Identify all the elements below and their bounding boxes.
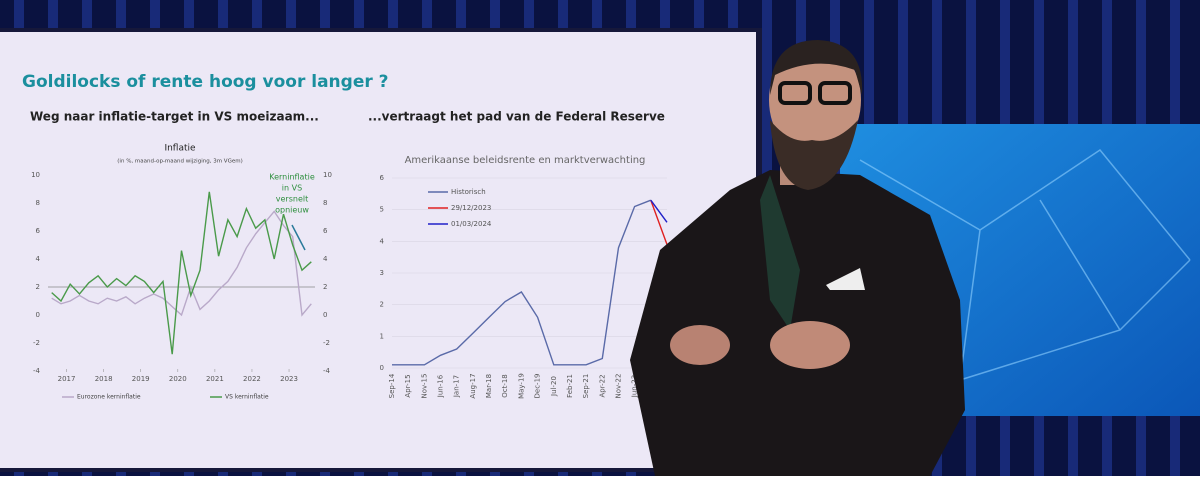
left-heading: Weg naar inflatie-target in VS moeizaam.… bbox=[30, 110, 319, 124]
y-tick-label: 2 bbox=[380, 301, 384, 309]
y-tick-label: 0 bbox=[36, 311, 40, 319]
legend-label: VS kerninflatie bbox=[225, 394, 269, 401]
presenter bbox=[630, 40, 965, 476]
x-tick-label: Sep-21 bbox=[582, 374, 590, 399]
x-tick-label: 2021 bbox=[206, 375, 224, 383]
x-tick-label: Jul-20 bbox=[550, 376, 558, 397]
y-tick-label: -2 bbox=[33, 339, 40, 347]
y2-tick-label: 6 bbox=[323, 227, 328, 235]
y2-tick-label: 0 bbox=[323, 311, 327, 319]
x-tick-label: Apr-15 bbox=[404, 374, 412, 397]
legend-label: Historisch bbox=[451, 188, 486, 196]
x-tick-label: May-19 bbox=[517, 373, 525, 399]
series-line bbox=[650, 199, 668, 223]
annotation-arrow bbox=[291, 224, 306, 251]
slide-title: Goldilocks of rente hoog voor langer ? bbox=[22, 72, 389, 92]
y2-tick-label: 4 bbox=[323, 255, 328, 263]
x-tick-label: Feb-21 bbox=[566, 374, 574, 398]
x-tick-label: Sep-14 bbox=[388, 373, 396, 398]
x-tick-label: 2019 bbox=[132, 375, 150, 383]
chart-title: Amerikaanse beleidsrente en marktverwach… bbox=[405, 155, 646, 166]
x-tick-label: 2017 bbox=[58, 375, 76, 383]
right-heading: ...vertraagt het pad van de Federal Rese… bbox=[368, 110, 665, 124]
y2-tick-label: 8 bbox=[323, 199, 327, 207]
legend-label: 29/12/2023 bbox=[451, 204, 491, 212]
y-tick-label: 1 bbox=[380, 332, 384, 340]
y-tick-label: -4 bbox=[33, 367, 41, 375]
x-tick-label: Apr-22 bbox=[598, 374, 606, 397]
x-tick-label: Mar-18 bbox=[485, 374, 493, 398]
series-line bbox=[392, 199, 652, 366]
y2-tick-label: -2 bbox=[323, 339, 330, 347]
x-tick-label: Nov-15 bbox=[420, 374, 428, 399]
annotation: versnelt bbox=[276, 195, 308, 204]
x-tick-label: Jan-17 bbox=[453, 375, 461, 398]
annotation: Kerninflatie bbox=[269, 173, 315, 182]
x-tick-label: Dec-19 bbox=[534, 374, 542, 399]
chart-title: Inflatie bbox=[164, 144, 196, 154]
y-tick-label: 8 bbox=[36, 199, 40, 207]
legend-label: Eurozone kerninflatie bbox=[77, 394, 141, 401]
y-tick-label: 10 bbox=[31, 171, 40, 179]
y-tick-label: 4 bbox=[380, 237, 385, 245]
annotation: opnieuw bbox=[275, 206, 309, 215]
chart-subtitle: (in %, maand-op-maand wijziging, 3m VGem… bbox=[117, 159, 242, 165]
series-line bbox=[51, 191, 312, 355]
x-tick-label: Oct-18 bbox=[501, 374, 509, 398]
y-tick-label: 6 bbox=[36, 227, 41, 235]
y2-tick-label: 2 bbox=[323, 283, 327, 291]
y2-tick-label: 10 bbox=[323, 171, 332, 179]
y-tick-label: 4 bbox=[36, 255, 41, 263]
legend-label: 01/03/2024 bbox=[451, 220, 492, 228]
slide bbox=[0, 32, 756, 468]
y-tick-label: 6 bbox=[380, 174, 385, 182]
x-tick-label: 2023 bbox=[280, 375, 298, 383]
x-tick-label: 2022 bbox=[243, 375, 261, 383]
x-tick-label: 2020 bbox=[169, 375, 187, 383]
y-tick-label: 2 bbox=[36, 283, 40, 291]
x-tick-label: 2018 bbox=[95, 375, 113, 383]
y-tick-label: 0 bbox=[380, 364, 384, 372]
side-screen-pattern bbox=[859, 148, 1191, 382]
y-tick-label: 3 bbox=[380, 269, 384, 277]
y2-tick-label: -4 bbox=[323, 367, 331, 375]
x-tick-label: Nov-22 bbox=[614, 374, 622, 399]
y-tick-label: 5 bbox=[380, 206, 384, 214]
x-tick-label: Aug-17 bbox=[469, 373, 477, 398]
x-tick-label: Jun-23 bbox=[631, 375, 639, 398]
series-line bbox=[650, 199, 668, 245]
annotation: in VS bbox=[282, 184, 302, 193]
series-line bbox=[51, 210, 312, 317]
x-tick-label: Jun-16 bbox=[437, 374, 445, 398]
